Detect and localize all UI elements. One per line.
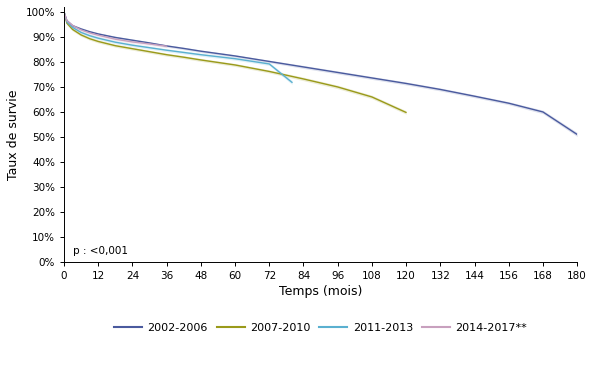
2007-2010 [197, 58, 204, 62]
2011-2013 [69, 25, 76, 30]
2014-2017** [86, 31, 93, 35]
2014-2017** [146, 42, 153, 46]
2011-2013 [163, 48, 170, 52]
2002-2006 [403, 81, 410, 86]
2002-2006 [505, 101, 512, 105]
2007-2010 [180, 55, 187, 59]
2011-2013 [94, 36, 102, 41]
2007-2010 [64, 21, 71, 26]
Line: 2007-2010: 2007-2010 [64, 12, 406, 113]
2002-2006 [266, 59, 273, 64]
2014-2017** [163, 44, 170, 49]
2002-2006 [64, 18, 71, 23]
2011-2013 [146, 46, 153, 50]
2002-2006 [129, 38, 136, 43]
2007-2010 [232, 63, 239, 67]
2011-2013 [61, 10, 68, 14]
Line: 2002-2006: 2002-2006 [64, 12, 577, 134]
2014-2017** [129, 40, 136, 44]
2011-2013 [86, 33, 93, 38]
2007-2010 [112, 43, 119, 48]
2002-2006 [146, 41, 153, 45]
2007-2010 [163, 52, 170, 57]
2011-2013 [197, 52, 204, 57]
2014-2017** [78, 28, 85, 32]
2011-2013 [180, 50, 187, 55]
2014-2017** [112, 37, 119, 41]
2007-2010 [146, 49, 153, 54]
2002-2006 [94, 32, 102, 36]
2007-2010 [300, 77, 307, 81]
2007-2010 [86, 36, 93, 41]
2011-2013 [232, 56, 239, 61]
Line: 2011-2013: 2011-2013 [64, 12, 292, 82]
2007-2010 [78, 33, 85, 37]
2007-2010 [69, 27, 76, 32]
2002-2006 [86, 29, 93, 34]
2002-2006 [69, 23, 76, 28]
2007-2010 [368, 95, 375, 99]
2002-2006 [163, 44, 170, 48]
2011-2013 [112, 40, 119, 44]
2007-2010 [94, 39, 102, 44]
2002-2006 [61, 10, 68, 14]
2011-2013 [78, 30, 85, 35]
2002-2006 [539, 110, 546, 114]
2007-2010 [403, 110, 410, 115]
2014-2017** [64, 18, 71, 23]
Line: 2014-2017**: 2014-2017** [64, 12, 167, 46]
2011-2013 [266, 62, 273, 66]
2011-2013 [64, 20, 71, 24]
2002-2006 [180, 46, 187, 51]
2002-2006 [471, 94, 478, 98]
2014-2017** [69, 23, 76, 28]
2002-2006 [334, 70, 342, 75]
2002-2006 [300, 65, 307, 69]
2014-2017** [61, 10, 68, 14]
Legend: 2002-2006, 2007-2010, 2011-2013, 2014-2017**: 2002-2006, 2007-2010, 2011-2013, 2014-20… [110, 319, 532, 337]
2002-2006 [78, 27, 85, 31]
X-axis label: Temps (mois): Temps (mois) [279, 285, 362, 298]
2007-2010 [61, 10, 68, 14]
Y-axis label: Taux de survie: Taux de survie [7, 89, 20, 180]
2002-2006 [368, 76, 375, 80]
2002-2006 [574, 132, 581, 137]
2011-2013 [129, 43, 136, 47]
2011-2013 [289, 80, 296, 85]
2007-2010 [129, 46, 136, 51]
2014-2017** [94, 33, 102, 38]
2002-2006 [112, 35, 119, 40]
2007-2010 [334, 85, 342, 89]
2002-2006 [437, 87, 444, 92]
2002-2006 [232, 54, 239, 58]
2007-2010 [266, 69, 273, 74]
2002-2006 [197, 49, 204, 54]
Text: p : <0,001: p : <0,001 [72, 246, 128, 256]
